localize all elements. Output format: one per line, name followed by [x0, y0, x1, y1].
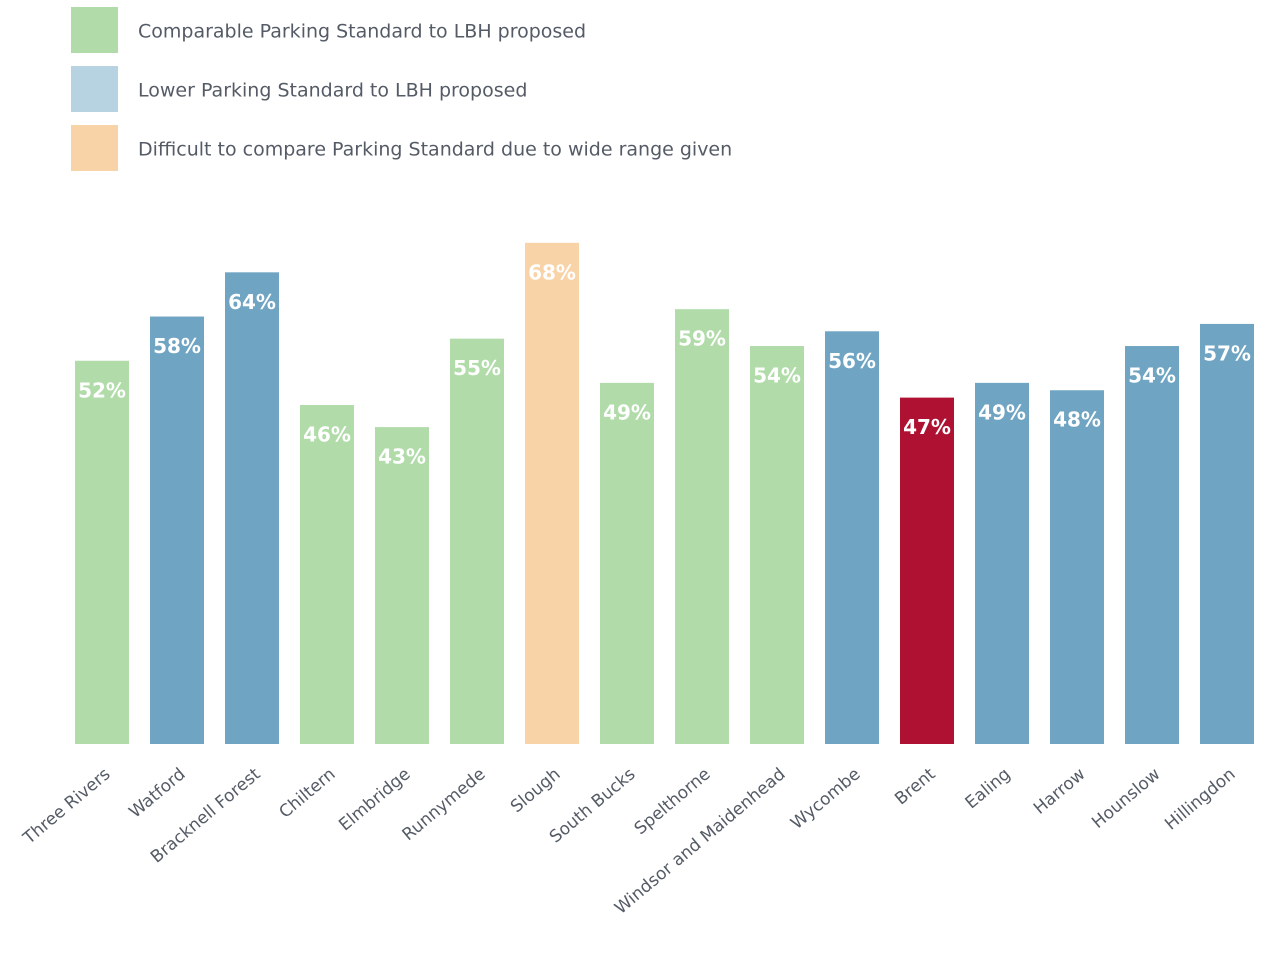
bar — [1125, 346, 1179, 744]
value-label: 49% — [603, 400, 651, 424]
value-label: 43% — [378, 445, 426, 469]
value-label: 48% — [1053, 408, 1101, 432]
bar — [375, 427, 429, 744]
bar — [1200, 323, 1254, 744]
x-tick-label: Brent — [891, 764, 939, 809]
value-label: 56% — [828, 349, 876, 373]
legend-label: Comparable Parking Standard to LBH propo… — [138, 21, 586, 43]
bar — [900, 397, 954, 744]
x-tick-label: Chiltern — [275, 764, 339, 822]
x-tick-label: Hillingdon — [1161, 764, 1239, 834]
value-label: 46% — [303, 422, 351, 446]
bar — [150, 316, 204, 744]
bar — [450, 338, 504, 744]
x-tick-label: Wycombe — [787, 764, 864, 833]
x-tick-label: Slough — [507, 764, 564, 817]
value-label: 64% — [228, 290, 276, 314]
legend-label: Lower Parking Standard to LBH proposed — [138, 80, 527, 102]
value-label: 68% — [528, 260, 576, 284]
value-label: 47% — [903, 415, 951, 439]
value-label: 52% — [78, 378, 126, 402]
bar — [975, 382, 1029, 744]
value-label: 59% — [678, 327, 726, 351]
value-label: 57% — [1203, 341, 1251, 365]
x-tick-label: Ealing — [962, 764, 1015, 813]
legend-swatch — [71, 7, 118, 53]
x-tick-label: Runnymede — [399, 764, 490, 845]
x-tick-label: Harrow — [1030, 764, 1090, 818]
x-tick-label: Three Rivers — [19, 764, 115, 849]
bar — [225, 272, 279, 744]
bar — [675, 309, 729, 744]
value-label: 54% — [1128, 364, 1176, 388]
x-tick-label: Watford — [125, 764, 189, 822]
value-label: 49% — [978, 400, 1026, 424]
bar — [825, 331, 879, 744]
legend-swatch — [71, 125, 118, 171]
bar — [75, 360, 129, 744]
bar — [1050, 390, 1104, 744]
bar — [600, 382, 654, 744]
x-tick-label: Hounslow — [1088, 764, 1164, 832]
bar — [525, 242, 579, 744]
bar — [750, 346, 804, 744]
bar — [300, 404, 354, 744]
x-tick-label: Elmbridge — [335, 764, 414, 835]
legend-swatch — [71, 66, 118, 112]
value-label: 55% — [453, 356, 501, 380]
value-label: 54% — [753, 364, 801, 388]
value-label: 58% — [153, 334, 201, 358]
legend-label: Difficult to compare Parking Standard du… — [138, 139, 732, 161]
